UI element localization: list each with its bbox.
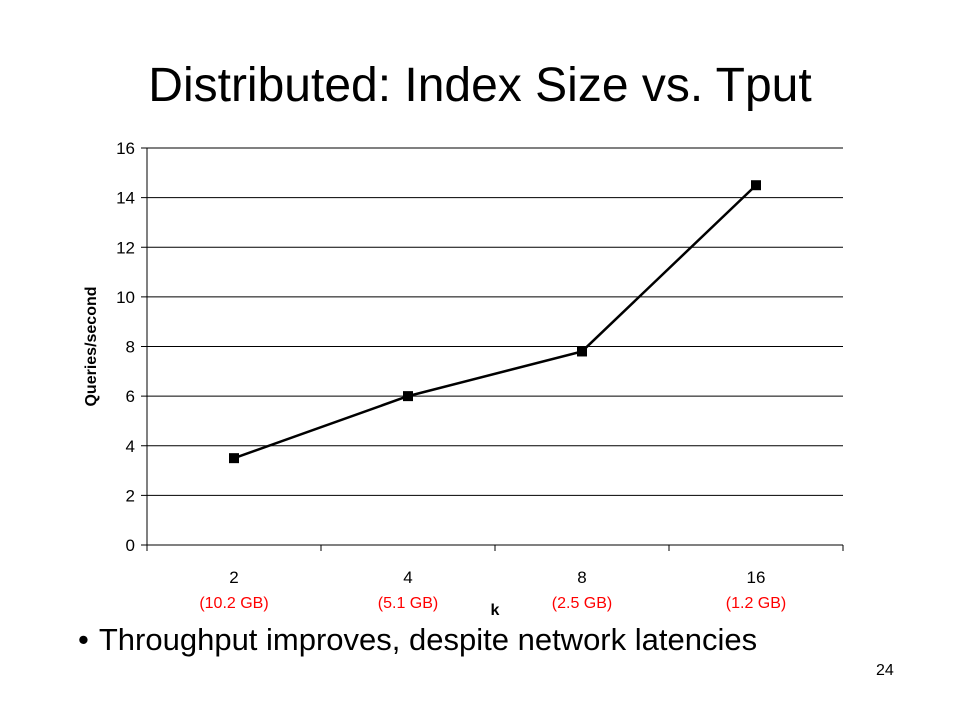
data-point-marker: [577, 346, 587, 357]
slide-number: 24: [876, 662, 894, 679]
x-category-annotation: (5.1 GB): [378, 595, 438, 612]
y-tick-label: 12: [116, 238, 135, 257]
y-tick-label: 6: [126, 387, 135, 406]
x-axis-title: k: [491, 602, 500, 619]
x-category-annotation: (10.2 GB): [199, 595, 268, 612]
gridlines: [147, 147, 843, 496]
x-tick-label: 4: [403, 568, 412, 587]
data-point-marker: [403, 391, 413, 402]
bullet-text: Throughput improves, despite network lat…: [98, 622, 758, 657]
x-category-annotation: (1.2 GB): [726, 595, 786, 612]
y-axis-title: Queries/second: [83, 286, 100, 406]
y-tick-label: 8: [126, 338, 135, 357]
axis-labels: 0 2 4 6 8 10 12 14 16 2 (10.2 GB) 4 (5.1 GB) 8 (2.5 GB…: [83, 139, 786, 619]
y-tick-label: 16: [116, 139, 135, 158]
axes: [141, 147, 844, 551]
data-point-marker: [229, 453, 239, 464]
y-tick-label: 14: [116, 189, 135, 208]
bullet-marker: •: [78, 622, 89, 657]
x-tick-label: 2: [229, 568, 238, 587]
y-tick-label: 10: [116, 288, 135, 307]
x-tick-label: 16: [747, 568, 766, 587]
bullet-point: • Throughput improves, despite network la…: [78, 620, 757, 660]
y-tick-label: 4: [126, 437, 135, 456]
line-chart: 0 2 4 6 8 10 12 14 16 2 (10.2 GB) 4 (5.1 GB) 8 (2.5 GB…: [83, 139, 844, 619]
data-point-marker: [751, 180, 761, 191]
data-series: [229, 180, 761, 464]
x-category-annotation: (2.5 GB): [552, 595, 612, 612]
slide-title: Distributed: Index Size vs. Tput: [148, 59, 812, 112]
series-line: [233, 184, 757, 460]
y-tick-label: 0: [126, 536, 135, 555]
x-tick-label: 8: [577, 568, 586, 587]
y-tick-label: 2: [126, 486, 135, 505]
